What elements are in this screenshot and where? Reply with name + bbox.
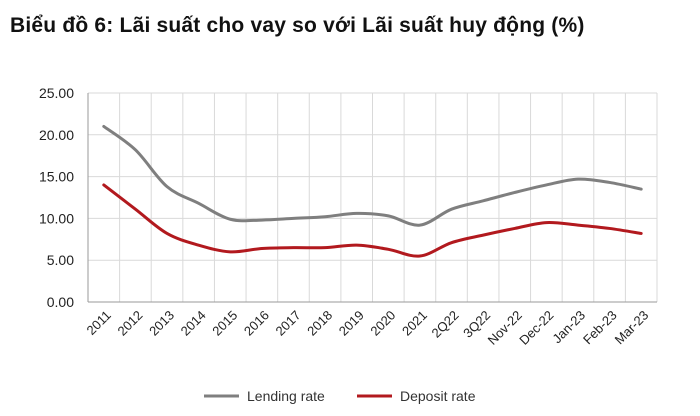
data-point [197, 202, 200, 205]
data-point [387, 248, 390, 251]
y-tick-label: 10.00 [39, 210, 74, 226]
data-point [355, 244, 358, 247]
data-point [545, 183, 548, 186]
data-point [450, 208, 453, 211]
data-point [260, 219, 263, 222]
data-point [640, 188, 643, 191]
x-axis-ticks: 2011 2012 2013 2014 2015 2016 2017 2018 2019 2020… [84, 308, 652, 348]
y-axis-ticks: 0.00 5.00 10.00 15.00 20.00 25.00 [39, 85, 74, 310]
legend-label: Lending rate [247, 388, 325, 404]
data-point [166, 232, 169, 235]
x-tick-label: 2017 [273, 308, 304, 339]
data-point [102, 125, 105, 128]
x-tick-label: 2020 [367, 308, 398, 339]
data-point [102, 183, 105, 186]
x-tick-label: Dec-22 [516, 308, 556, 348]
data-point [608, 227, 611, 230]
data-point [134, 208, 137, 211]
data-point [576, 178, 579, 181]
x-tick-label: 2013 [146, 308, 177, 339]
axes [87, 93, 657, 303]
x-tick-label: 2011 [84, 308, 114, 338]
data-point [355, 212, 358, 215]
data-point [292, 217, 295, 220]
series-lending-rate [102, 124, 643, 227]
x-tick-label: 2Q22 [429, 308, 462, 341]
x-tick-label: 2021 [399, 308, 430, 339]
legend-label: Deposit rate [400, 388, 476, 404]
data-point [229, 218, 232, 221]
grid-lines [88, 92, 658, 302]
y-tick-label: 5.00 [47, 252, 74, 268]
data-point [576, 224, 579, 227]
data-point [513, 227, 516, 230]
data-point [387, 214, 390, 217]
chart-title: Biểu đồ 6: Lãi suất cho vay so với Lãi s… [10, 14, 585, 37]
x-tick-label: 2016 [241, 308, 272, 339]
x-tick-label: Mar-23 [612, 308, 652, 348]
data-point [482, 199, 485, 202]
data-point [260, 247, 263, 250]
series-line [102, 124, 643, 227]
legend-item: Lending rate [204, 388, 325, 404]
x-tick-label: 2014 [178, 308, 209, 339]
x-tick-label: 2012 [114, 308, 145, 339]
data-point [608, 181, 611, 184]
data-point [513, 191, 516, 194]
data-point [450, 241, 453, 244]
series-line [102, 183, 643, 258]
legend: Lending rate Deposit rate [204, 388, 476, 404]
x-tick-label: Feb-23 [580, 308, 620, 348]
legend-item: Deposit rate [357, 388, 476, 404]
y-tick-label: 20.00 [39, 127, 74, 143]
data-point [166, 185, 169, 188]
x-tick-label: 2015 [209, 308, 240, 339]
data-point [418, 224, 421, 227]
x-tick-label: 2018 [304, 308, 335, 339]
y-tick-label: 25.00 [39, 85, 74, 101]
data-point [640, 232, 643, 235]
data-point [134, 148, 137, 151]
data-point [197, 244, 200, 247]
x-tick-label: 2019 [336, 308, 367, 339]
x-tick-label: Nov-22 [485, 308, 525, 348]
y-tick-label: 15.00 [39, 169, 74, 185]
y-tick-label: 0.00 [47, 294, 74, 310]
data-point [545, 221, 548, 224]
data-point [324, 246, 327, 249]
data-point [292, 246, 295, 249]
data-point [418, 255, 421, 258]
x-tick-label: Jan-23 [549, 308, 588, 347]
data-point [324, 215, 327, 218]
series-lines [102, 124, 643, 258]
data-point [482, 234, 485, 237]
series-deposit-rate [102, 183, 643, 258]
data-point [229, 250, 232, 253]
